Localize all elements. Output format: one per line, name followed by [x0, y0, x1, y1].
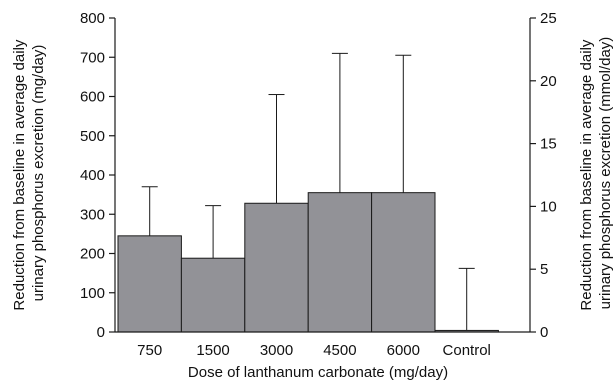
x-tick-label: 4500 [323, 342, 356, 359]
x-tick-label: 1500 [196, 342, 229, 359]
y2-axis-title-line-1: Reduction from baseline in average daily [578, 39, 595, 310]
y-axis-ticks: 0 100 200 300 400 500 600 700 800 [80, 10, 115, 341]
y-tick-label: 600 [80, 89, 105, 106]
y2-tick-label: 25 [540, 10, 557, 27]
y2-axis-ticks: 0 5 10 15 20 25 [530, 10, 557, 341]
x-tick-label: Control [443, 342, 491, 359]
y-tick-label: 200 [80, 246, 105, 263]
y-tick-label: 0 [97, 324, 105, 341]
x-axis-ticks: 750 1500 3000 4500 6000 Control [137, 342, 491, 359]
bar-6000 [371, 192, 436, 333]
y2-tick-label: 15 [540, 136, 557, 153]
bars [117, 192, 499, 333]
y-tick-label: 400 [80, 167, 105, 184]
y-axis-title: Reduction from baseline in average daily… [11, 35, 47, 310]
y-axis-title-line-1: Reduction from baseline in average daily [11, 39, 28, 310]
y-tick-label: 800 [80, 10, 105, 27]
x-axis-title: Dose of lanthanum carbonate (mg/day) [188, 364, 448, 381]
error-bars [141, 52, 475, 331]
bar-3000 [244, 202, 309, 333]
x-tick-label: 750 [137, 342, 162, 359]
y-tick-label: 700 [80, 49, 105, 66]
bar-750 [117, 235, 182, 333]
y2-tick-label: 20 [540, 73, 557, 90]
y2-tick-label: 0 [540, 324, 548, 341]
y2-axis-title-line-2: urinary phosphorus excretion (mmol/day) [597, 37, 614, 310]
y-axis-title-line-2: urinary phosphorus excretion (mg/day) [30, 45, 47, 302]
y-tick-label: 500 [80, 128, 105, 145]
y2-tick-label: 10 [540, 198, 557, 215]
y-tick-label: 100 [80, 285, 105, 302]
bar-4500 [307, 192, 373, 333]
y2-axis-title: Reduction from baseline in average daily… [578, 35, 614, 310]
bar-1500 [180, 257, 246, 333]
x-tick-label: 6000 [387, 342, 420, 359]
y2-tick-label: 5 [540, 261, 548, 278]
x-tick-label: 3000 [260, 342, 293, 359]
y-tick-label: 300 [80, 206, 105, 223]
